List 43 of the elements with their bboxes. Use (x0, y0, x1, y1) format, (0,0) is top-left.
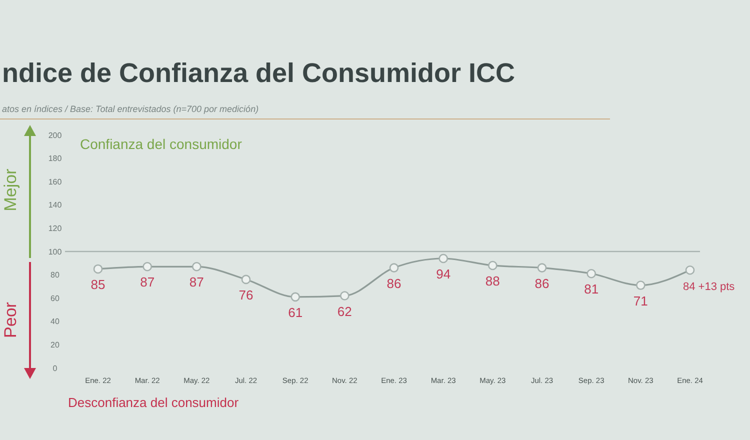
point (142, 262, 152, 272)
y-tick-label: 40 (50, 317, 60, 326)
data-label: 85 (90, 276, 106, 292)
y-tick-label: 140 (48, 200, 62, 210)
text: Mejor (1, 168, 20, 212)
point (586, 268, 596, 278)
point (340, 291, 350, 300)
point (290, 292, 300, 302)
chart-subtitle: atos en índices / Base: Total entrevistados (n=700 por medición) (2, 104, 259, 114)
data-label: 71 (633, 293, 648, 308)
y-tick-label: 180 (48, 154, 62, 164)
data-label: 86 (386, 276, 402, 291)
point (389, 263, 399, 272)
point (685, 265, 695, 275)
point (93, 264, 103, 274)
y-tick-label: 80 (50, 270, 60, 280)
data-label: 61 (288, 304, 303, 320)
data-label: 84 +13 pts (683, 281, 736, 294)
data-label: 87 (140, 274, 155, 290)
y-tick-label: 200 (48, 130, 62, 140)
point (241, 274, 251, 284)
data-label: 76 (238, 287, 254, 302)
point (488, 260, 498, 270)
data-label: 86 (534, 276, 550, 291)
data-label: 87 (189, 274, 204, 290)
y-tick-label: 0 (52, 364, 58, 373)
data-label: 94 (436, 266, 451, 282)
y-tick-label: 100 (48, 247, 62, 256)
data-label: 88 (485, 273, 500, 288)
chart-title: ndice de Confianza del Consumidor ICC (2, 58, 516, 88)
y-tick-label: 20 (50, 340, 60, 350)
text: Peor (1, 302, 20, 338)
text: Desconfianza del consumidor (68, 395, 240, 410)
point (438, 254, 448, 264)
data-label: 62 (337, 304, 352, 319)
y-tick-label: 120 (48, 224, 62, 233)
point (636, 280, 646, 290)
annotation: Confianza del consumidor (80, 136, 242, 152)
y-tick-label: 160 (48, 177, 62, 186)
data-label: 81 (584, 282, 599, 297)
point (192, 262, 202, 272)
point (537, 263, 547, 272)
y-tick-label: 60 (50, 294, 60, 303)
